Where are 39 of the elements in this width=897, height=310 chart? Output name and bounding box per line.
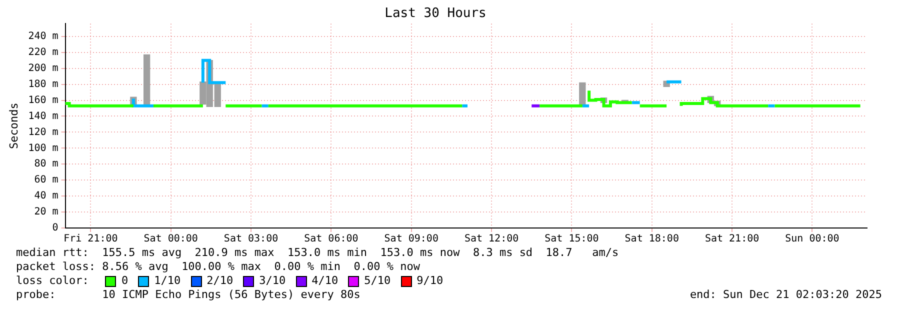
x-tick-label: Sat 09:00 (384, 234, 438, 245)
y-tick-label: 220 m (28, 46, 58, 58)
text: end: Sun Dec 21 02:03:20 2025 (690, 288, 882, 302)
text: probe: 10 ICMP Echo Pings (56 Bytes) every 80s (16, 288, 360, 302)
y-tick-label: 40 m (34, 190, 58, 202)
y-tick-label: 240 m (28, 30, 58, 42)
y-tick-label: 100 m (28, 142, 58, 154)
y-tick-label: 20 m (34, 206, 58, 218)
x-tick-label: Fri 21:00 (64, 234, 118, 245)
legend-label: 1/10 (154, 274, 181, 288)
bar (143, 54, 150, 106)
x-tick-label: Sat 15:00 (544, 234, 599, 245)
bar (579, 82, 586, 106)
x-tick-label: Sat 21:00 (704, 234, 760, 245)
y-tick-label: 180 m (28, 78, 58, 90)
y-tick-label: 60 m (34, 174, 58, 186)
chart-title: Last 30 Hours (384, 6, 486, 22)
x-tick-label: Sat 03:00 (224, 234, 278, 245)
legend-label: 5/10 (364, 274, 391, 288)
legend-label: 4/10 (312, 274, 338, 288)
legend-label: 2/10 (206, 274, 234, 288)
x-tick-label: Sat 18:00 (624, 234, 679, 245)
x-tick-label: Sat 06:00 (304, 234, 358, 245)
legend-label: 9/10 (416, 274, 444, 288)
y-tick-label: 120 m (28, 126, 58, 138)
text: median rtt: 155.5 ms avg 210.9 ms max 153.0 ms min 153.0 ms now 8.3 ms sd 18.7 am/s (16, 246, 620, 260)
legend-title: loss color: (16, 274, 90, 288)
text: packet loss: 8.56 % avg 100.00 % max 0.00 % min 0.00 % now (16, 260, 421, 274)
x-tick-label: Sat 12:00 (464, 234, 519, 245)
y-tick-label: 200 m (28, 62, 58, 74)
y-tick-label: 0 (52, 222, 58, 234)
y-tick-label: 140 m (28, 110, 58, 122)
x-tick-label: Sun 00:00 (785, 234, 840, 245)
y-axis-title: Seconds (7, 102, 20, 149)
y-tick-label: 160 m (28, 94, 58, 106)
legend-label: 0 (121, 274, 128, 288)
legend-label: 3/10 (259, 274, 286, 288)
y-tick-label: 80 m (34, 158, 58, 170)
x-tick-label: Sat 00:00 (144, 234, 198, 245)
